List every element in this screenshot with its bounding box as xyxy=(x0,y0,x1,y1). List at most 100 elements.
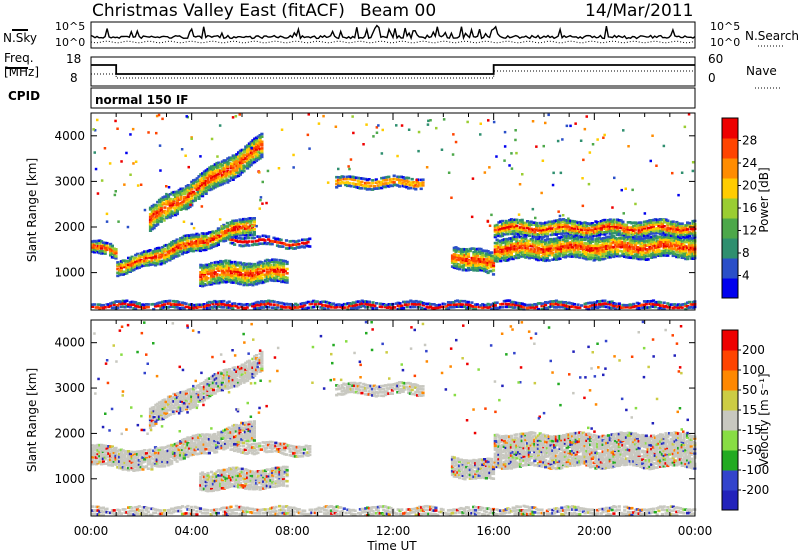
power-cell xyxy=(177,249,181,253)
power-cell xyxy=(381,185,386,188)
power-cell xyxy=(220,175,224,179)
power-cell xyxy=(186,234,190,237)
power-cell xyxy=(517,242,521,245)
power-cell xyxy=(400,304,404,308)
velocity-cell xyxy=(100,449,104,452)
power-cell xyxy=(691,254,695,258)
power-cell xyxy=(123,265,127,268)
power-cell xyxy=(174,204,178,207)
power-cell xyxy=(315,300,319,303)
power-cell xyxy=(162,244,167,248)
power-cell xyxy=(536,255,540,259)
power-cell xyxy=(655,253,659,257)
power-cell xyxy=(544,252,548,256)
velocity-cell xyxy=(94,460,98,463)
power-cell xyxy=(651,249,656,252)
power-cell xyxy=(208,188,212,192)
power-cell xyxy=(527,227,531,231)
power-cell xyxy=(553,257,557,261)
power-cell xyxy=(585,246,589,249)
power-cell xyxy=(112,251,116,255)
power-cell xyxy=(226,280,230,283)
power-cell xyxy=(236,230,240,234)
power-cell xyxy=(653,300,657,304)
power-scatter-cell xyxy=(627,145,630,148)
power-cell xyxy=(630,240,634,244)
power-cell xyxy=(545,254,549,258)
power-cell xyxy=(461,264,465,267)
power-cell xyxy=(605,238,609,242)
power-cell xyxy=(437,306,442,309)
power-cell xyxy=(246,278,250,282)
power-scatter-cell xyxy=(349,158,353,161)
power-cell xyxy=(677,223,681,227)
power-cell xyxy=(572,303,576,306)
power-cell xyxy=(650,226,654,229)
power-cell xyxy=(540,233,544,236)
power-cell xyxy=(347,175,351,178)
power-cell xyxy=(535,305,539,308)
power-cell xyxy=(269,274,273,277)
power-cell xyxy=(558,241,562,244)
cpid-panel-frame xyxy=(90,87,696,109)
power-cell xyxy=(260,155,264,159)
power-cell xyxy=(100,249,104,253)
velocity-cell xyxy=(91,447,95,450)
power-cell xyxy=(648,243,652,246)
power-cell xyxy=(684,236,688,240)
power-cell xyxy=(527,223,531,227)
power-cell xyxy=(166,244,170,247)
power-cell xyxy=(562,218,566,221)
power-cell xyxy=(675,220,679,224)
power-cell xyxy=(653,234,657,238)
velocity-cell xyxy=(143,449,147,452)
power-cell xyxy=(96,239,100,243)
power-cell xyxy=(201,183,205,187)
power-cell xyxy=(148,229,153,232)
power-cell xyxy=(121,305,125,308)
power-cell xyxy=(204,240,208,244)
power-cell xyxy=(358,183,362,186)
power-cell xyxy=(182,246,186,250)
power-cell xyxy=(650,235,654,239)
power-cell xyxy=(261,302,265,305)
power-cell xyxy=(567,232,571,235)
power-cell xyxy=(258,238,262,241)
power-cell xyxy=(123,261,127,264)
power-cell xyxy=(252,305,256,308)
power-cell xyxy=(502,245,506,249)
power-cell xyxy=(506,228,510,231)
power-cell xyxy=(594,247,598,250)
power-cell xyxy=(150,259,154,262)
power-cell xyxy=(504,247,508,250)
power-cell xyxy=(535,228,539,231)
power-cell xyxy=(574,224,578,228)
power-cell xyxy=(574,239,578,242)
power-cell xyxy=(200,237,204,241)
power-cell xyxy=(195,242,199,245)
power-cell xyxy=(211,302,215,306)
power-scatter-cell xyxy=(427,119,430,123)
power-cell xyxy=(632,229,636,232)
power-cell xyxy=(353,304,357,307)
power-cell xyxy=(217,181,221,185)
power-cell xyxy=(520,232,524,236)
power-cell xyxy=(572,244,576,247)
velocity-cell xyxy=(118,462,122,466)
power-cell xyxy=(608,255,612,259)
power-cell xyxy=(243,237,247,240)
power-cell xyxy=(238,282,242,286)
power-cell xyxy=(599,303,603,306)
power-cell xyxy=(515,229,519,232)
power-cell xyxy=(608,306,612,310)
nsearch-tick-top: 10^5 xyxy=(710,20,740,33)
power-cell xyxy=(233,222,237,225)
velocity-cell xyxy=(121,458,125,461)
velocity-cell xyxy=(132,466,136,469)
power-cell xyxy=(666,224,670,227)
velocity-cell xyxy=(118,448,122,452)
power-scatter-cell xyxy=(540,191,543,195)
power-cell xyxy=(231,276,235,280)
power-cell xyxy=(526,239,530,243)
power-cell xyxy=(375,302,379,305)
